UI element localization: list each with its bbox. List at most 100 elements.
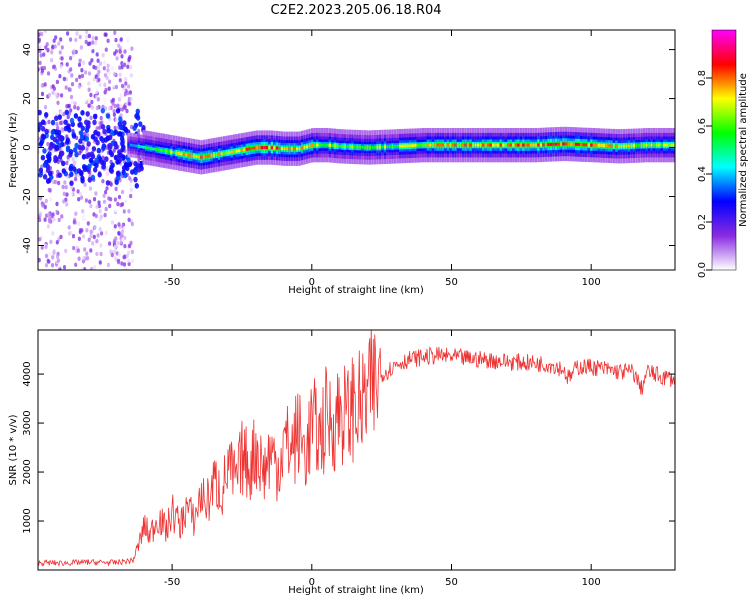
noise-speck	[44, 253, 49, 259]
noise-speck	[38, 196, 43, 201]
noise-blob	[116, 153, 122, 159]
noise-speck	[91, 105, 95, 110]
noise-speck	[113, 125, 117, 131]
noise-speck	[73, 160, 77, 166]
noise-blob	[126, 157, 131, 163]
noise-speck	[113, 51, 117, 56]
noise-speck	[60, 56, 64, 61]
noise-speck	[107, 196, 111, 201]
noise-speck	[127, 84, 131, 89]
ridge-cell	[233, 150, 236, 153]
noise-blob	[130, 169, 135, 175]
noise-speck	[53, 44, 57, 49]
noise-speck	[97, 200, 101, 205]
noise-blob	[101, 145, 106, 151]
noise-speck	[83, 131, 87, 136]
noise-speck	[95, 89, 99, 95]
ridge-cell	[152, 147, 155, 151]
ridge-cell	[248, 147, 251, 151]
noise-speck	[94, 36, 98, 41]
noise-speck	[112, 240, 116, 245]
noise-blob	[80, 110, 85, 116]
noise-blob	[106, 127, 111, 134]
ridge-cell	[620, 144, 623, 148]
ridge-cell	[439, 143, 442, 147]
ridge-cell	[192, 154, 196, 158]
noise-speck	[43, 105, 48, 110]
noise-speck	[83, 182, 87, 187]
x-tick-label: -50	[164, 277, 180, 288]
noise-speck	[113, 244, 117, 250]
ridge-cell	[404, 144, 407, 148]
ridge-cell	[544, 143, 548, 147]
ridge-cell	[205, 154, 208, 158]
noise-speck	[125, 108, 129, 114]
ridge-cell	[484, 143, 487, 147]
chart-title: C2E2.2023.205.06.18.R04	[270, 3, 441, 18]
noise-blob	[54, 115, 59, 122]
ridge-cell	[597, 143, 600, 147]
ridge-cell	[547, 143, 550, 146]
ridge-cell	[426, 143, 429, 147]
spectrogram-ylabel: Frequency (Hz)	[8, 112, 19, 188]
noise-blob	[87, 163, 92, 170]
ridge-cell	[265, 146, 269, 149]
noise-blob	[114, 179, 119, 185]
ridge-cell	[220, 152, 223, 156]
ridge-cell	[132, 144, 135, 147]
noise-speck	[90, 45, 94, 50]
noise-speck	[84, 39, 88, 45]
x-tick-label: -50	[164, 577, 180, 588]
noise-speck	[116, 201, 120, 207]
ridge-cell	[559, 142, 563, 146]
noise-speck	[98, 61, 103, 66]
noise-speck	[46, 259, 50, 264]
noise-blob	[97, 171, 102, 178]
ridge-cell	[512, 143, 515, 147]
ridge-cell	[658, 143, 661, 147]
noise-speck	[89, 203, 93, 209]
noise-speck	[44, 263, 49, 268]
ridge-cell	[182, 152, 186, 156]
noise-speck	[95, 126, 99, 131]
noise-speck	[77, 221, 81, 226]
noise-speck	[41, 203, 45, 208]
ridge-cell	[635, 144, 638, 147]
noise-speck	[125, 253, 129, 258]
ridge-cell	[373, 145, 377, 149]
noise-speck	[83, 98, 87, 103]
noise-speck	[58, 50, 62, 55]
ridge-cell	[575, 142, 578, 146]
noise-speck	[46, 224, 51, 229]
noise-speck	[71, 234, 76, 239]
noise-blob	[86, 141, 91, 147]
noise-speck	[105, 166, 109, 171]
ridge-cell	[502, 143, 505, 147]
ridge-cell	[127, 143, 130, 147]
ridge-cell	[444, 143, 447, 147]
ridge-cell	[434, 143, 437, 147]
ridge-cell	[497, 143, 500, 147]
noise-speck	[81, 259, 86, 264]
ridge-cell	[564, 142, 568, 146]
snr-ylabel: SNR (10 * v/v)	[8, 414, 19, 485]
noise-blob	[105, 135, 111, 141]
noise-speck	[122, 104, 126, 109]
noise-speck	[68, 87, 72, 93]
noise-speck	[80, 68, 84, 73]
noise-speck	[127, 209, 131, 214]
ridge-cell	[632, 144, 636, 148]
noise-speck	[117, 260, 121, 265]
ridge-cell	[409, 144, 412, 148]
ridge-cell	[464, 143, 467, 147]
noise-speck	[74, 176, 78, 182]
ridge-cell	[534, 143, 538, 147]
ridge-cell	[341, 144, 344, 148]
noise-blob	[84, 119, 89, 126]
noise-blob	[38, 109, 42, 116]
ridge-cell	[585, 143, 588, 147]
noise-speck	[49, 197, 53, 202]
noise-speck	[120, 233, 124, 238]
noise-speck	[77, 62, 82, 67]
noise-blob	[104, 156, 109, 162]
